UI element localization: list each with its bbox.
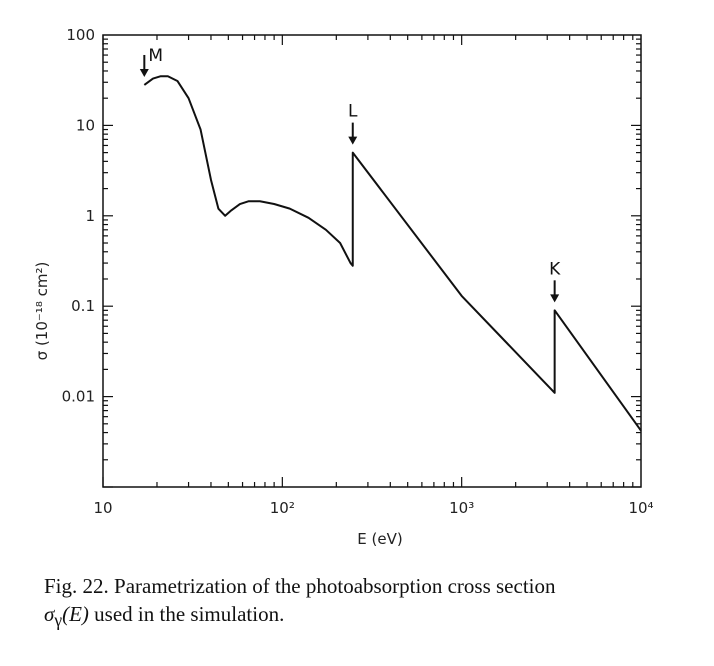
- edge-label-L: L: [348, 102, 358, 122]
- figure-caption: Fig. 22. Parametrization of the photoabs…: [44, 572, 694, 634]
- edge-arrow-head: [550, 294, 560, 303]
- y-tick-label: 0.1: [71, 297, 95, 315]
- edge-arrow-head: [139, 68, 149, 77]
- caption-line-1: Fig. 22. Parametrization of the photoabs…: [44, 574, 556, 598]
- edge-label-M: M: [148, 46, 163, 66]
- caption-line-2: used in the simulation.: [88, 602, 285, 626]
- edge-label-K: K: [549, 259, 561, 279]
- x-axis-label: E (eV): [357, 530, 402, 548]
- caption-argument: (E): [62, 602, 89, 626]
- caption-symbol: σ: [44, 602, 55, 626]
- x-tick-label: 10³: [449, 499, 474, 517]
- y-tick-label: 10: [76, 116, 95, 134]
- x-tick-label: 10: [93, 499, 112, 517]
- y-tick-label: 100: [66, 26, 95, 44]
- caption-subscript: γ: [54, 610, 63, 631]
- cross-section-chart: 10 10² 10³ 10⁴ 100 10 1 0.1 0.01 E (eV) σ (10⁻¹⁸ c…: [33, 26, 654, 548]
- y-tick-label: 0.01: [62, 388, 95, 406]
- edge-arrow-head: [348, 136, 358, 145]
- y-tick-label: 1: [85, 207, 95, 225]
- x-tick-label: 10⁴: [628, 499, 653, 517]
- series-line-0: [143, 75, 642, 432]
- x-tick-label: 10²: [270, 499, 295, 517]
- y-axis-label: σ (10⁻¹⁸ cm²): [33, 262, 51, 361]
- plot-frame: [102, 34, 642, 488]
